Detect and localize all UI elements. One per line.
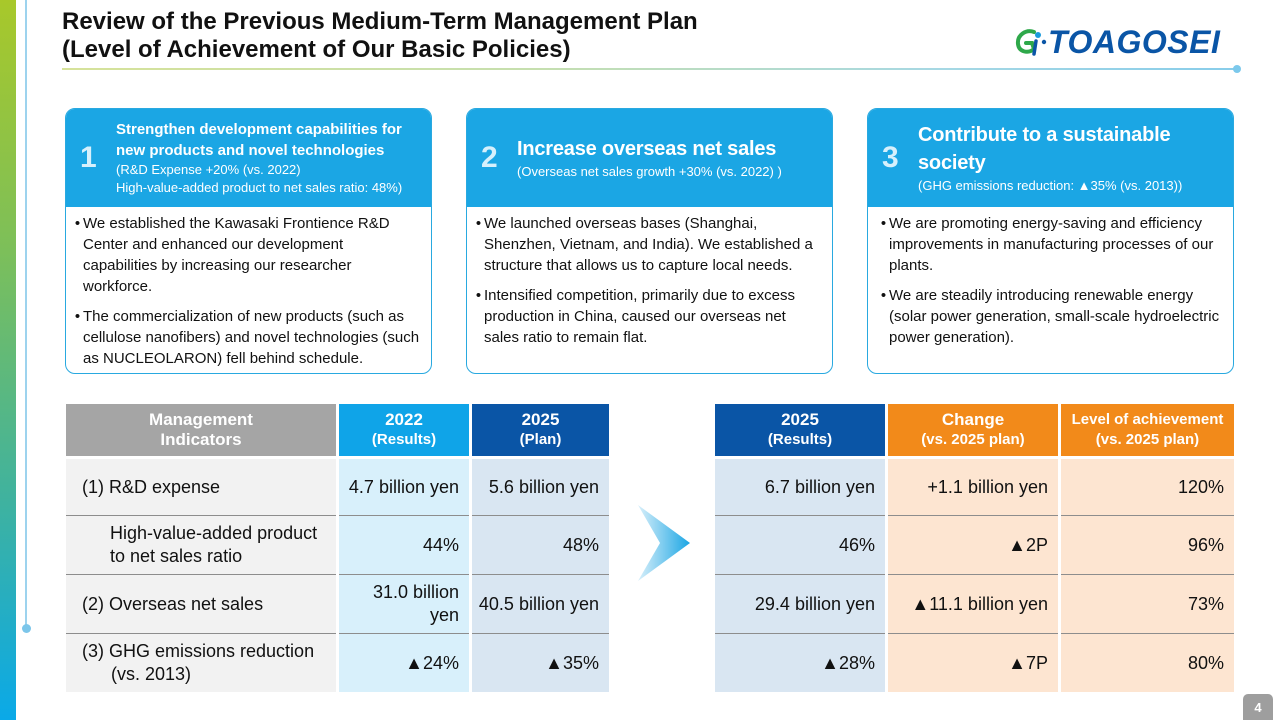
value-change: ▲7P: [888, 633, 1058, 692]
value-achievement: 80%: [1061, 633, 1234, 692]
header-indicators: Management Indicators: [66, 404, 336, 456]
policy-bullet: • We established the Kawasaki Frontience …: [72, 213, 421, 297]
policy-title: Increase overseas net sales: [517, 138, 777, 160]
policy-card-header: 2 Increase overseas net sales (Overseas …: [467, 109, 832, 207]
kpi-table-plan: Management Indicators 2022 (Results) 2025…: [63, 404, 612, 692]
table-row: 6.7 billion yen +1.1 billion yen 120%: [715, 456, 1234, 515]
header-change: Change (vs. 2025 plan): [888, 404, 1058, 456]
table-row: (2) Overseas net sales 31.0 billion yen …: [66, 574, 609, 633]
table-row: (3) GHG emissions reduction (vs. 2013) ▲…: [66, 633, 609, 692]
table-row: 29.4 billion yen ▲11.1 billion yen 73%: [715, 574, 1234, 633]
value-2025-plan: ▲35%: [472, 633, 609, 692]
bullet-text: We launched overseas bases (Shanghai, Sh…: [484, 215, 813, 274]
page-title: Review of the Previous Medium-Term Manag…: [62, 8, 698, 64]
header-achievement: Level of achievement (vs. 2025 plan): [1061, 404, 1234, 456]
decorative-side-dot: [22, 624, 31, 633]
bullet-text: We are steadily introducing renewable en…: [889, 287, 1220, 346]
value-2022: 4.7 billion yen: [339, 456, 469, 515]
header-2025-results: 2025 (Results): [715, 404, 885, 456]
kpi-table-results: 2025 (Results) Change (vs. 2025 plan) Leve…: [712, 404, 1237, 692]
table-row: ▲28% ▲7P 80%: [715, 633, 1234, 692]
decorative-side-bar: [0, 0, 16, 720]
page-title-line2: (Level of Achievement of Our Basic Polic…: [62, 36, 571, 63]
value-2025-results: ▲28%: [715, 633, 885, 692]
policy-card-header: 3 Contribute to a sustainable society (G…: [868, 109, 1233, 207]
value-change: ▲11.1 billion yen: [888, 574, 1058, 633]
value-achievement: 120%: [1061, 456, 1234, 515]
policy-card-2: 2 Increase overseas net sales (Overseas …: [466, 108, 833, 374]
table-row: (1) R&D expense 4.7 billion yen 5.6 bill…: [66, 456, 609, 515]
policy-card-1: 1 Strengthen development capabilities fo…: [65, 108, 432, 374]
title-underline-dot: [1233, 65, 1241, 73]
policy-card-3: 3 Contribute to a sustainable society (G…: [867, 108, 1234, 374]
page-number: 4: [1243, 694, 1273, 720]
policy-bullet: • We are promoting energy-saving and effi…: [878, 213, 1223, 276]
chevron-right-icon: [638, 505, 690, 581]
table-row: 46% ▲2P 96%: [715, 515, 1234, 574]
bullet-text: We are promoting energy-saving and effic…: [889, 215, 1214, 274]
value-achievement: 73%: [1061, 574, 1234, 633]
header-2022-results: 2022 (Results): [339, 404, 469, 456]
decorative-side-line: [25, 0, 27, 628]
value-2025-plan: 5.6 billion yen: [472, 456, 609, 515]
indicator-label: (2) Overseas net sales: [66, 574, 336, 633]
value-2025-results: 6.7 billion yen: [715, 456, 885, 515]
company-logo: TOAGOSEI: [1014, 26, 1220, 58]
logo-text: TOAGOSEI: [1048, 24, 1221, 60]
policy-card-header: 1 Strengthen development capabilities fo…: [66, 109, 431, 207]
toagosei-logo-icon: [1014, 27, 1048, 57]
value-2025-results: 29.4 billion yen: [715, 574, 885, 633]
policy-bullet: • The commercialization of new products (…: [74, 308, 420, 367]
value-2022: 44%: [339, 515, 469, 574]
policy-subtitle-line2: High-value-added product to net sales ra…: [116, 180, 403, 195]
value-2025-plan: 40.5 billion yen: [472, 574, 609, 633]
indicator-label: (3) GHG emissions reduction (vs. 2013): [66, 633, 336, 692]
indicator-label: High-value-added product to net sales ra…: [66, 515, 336, 574]
policy-number: 2: [481, 141, 498, 174]
policy-number: 3: [882, 141, 899, 174]
policy-title: Contribute to a sustainable society: [918, 124, 1171, 174]
value-2022: 31.0 billion yen: [339, 574, 469, 633]
header-2025-plan: 2025 (Plan): [472, 404, 609, 456]
policy-subtitle-line1: (GHG emissions reduction: ▲35% (vs. 2013…: [918, 178, 1183, 193]
bullet-text: Intensified competition, primarily due t…: [484, 287, 795, 346]
policy-bullet: • We are steadily introducing renewable e…: [878, 285, 1223, 348]
policy-title: Strengthen development capabilities for …: [116, 121, 402, 159]
value-2022: ▲24%: [339, 633, 469, 692]
policy-bullet: • Intensified competition, primarily due …: [473, 285, 822, 348]
bullet-text: We established the Kawasaki Frontience R…: [83, 215, 390, 295]
policy-subtitle-line1: (Overseas net sales growth +30% (vs. 202…: [517, 164, 782, 179]
value-change: ▲2P: [888, 515, 1058, 574]
policy-number: 1: [80, 141, 97, 174]
policy-bullet: • We launched overseas bases (Shanghai, S…: [473, 213, 822, 276]
title-underline: [62, 68, 1236, 70]
value-change: +1.1 billion yen: [888, 456, 1058, 515]
value-achievement: 96%: [1061, 515, 1234, 574]
indicator-label: (1) R&D expense: [66, 456, 336, 515]
table-row: High-value-added product to net sales ra…: [66, 515, 609, 574]
policy-subtitle-line1: (R&D Expense +20% (vs. 2022): [116, 162, 301, 177]
bullet-text: The commercialization of new products (s…: [83, 308, 420, 367]
value-2025-plan: 48%: [472, 515, 609, 574]
value-2025-results: 46%: [715, 515, 885, 574]
page-title-line1: Review of the Previous Medium-Term Manag…: [62, 8, 698, 35]
